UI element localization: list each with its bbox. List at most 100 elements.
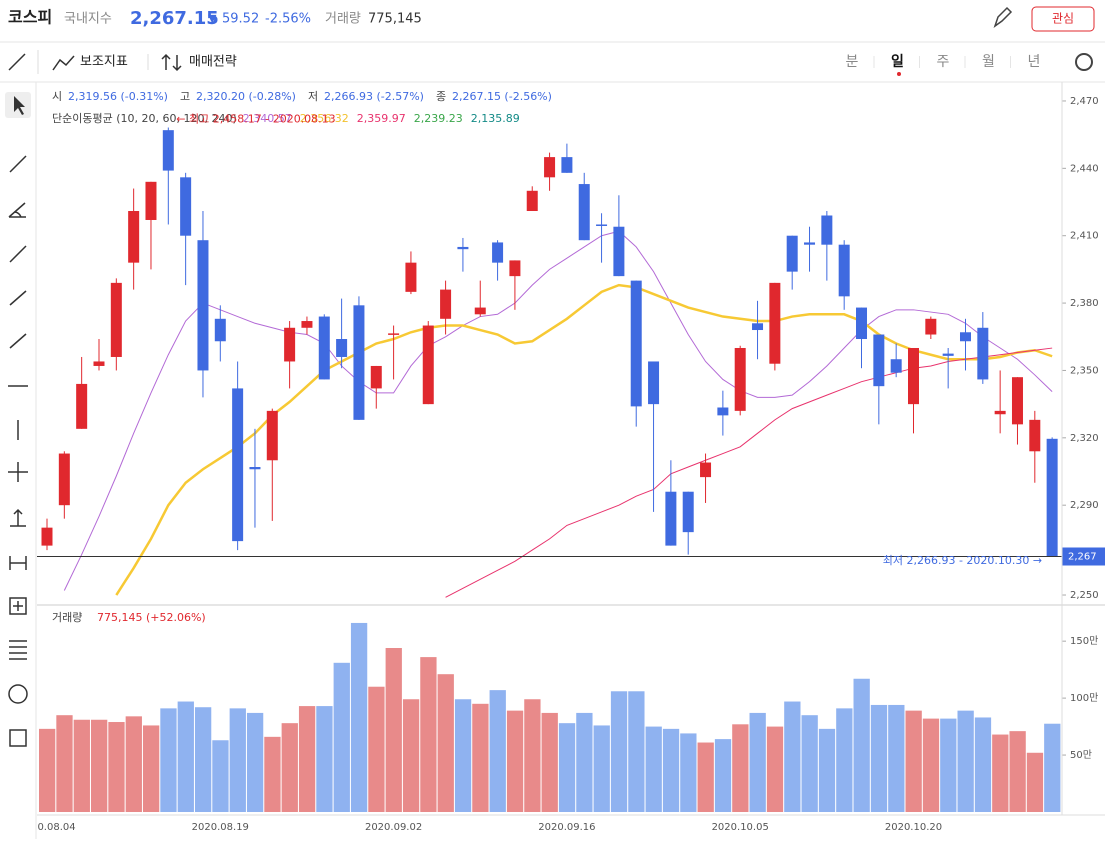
volume-bar [125,716,142,812]
period-tab[interactable]: 년 [1028,54,1041,70]
candle-body [422,325,434,405]
y-tick-label: 2,320 [1070,433,1099,444]
x-tick-label: 2020.08.19 [192,822,249,833]
period-tab[interactable]: 분 [846,54,859,70]
candle-body [93,361,105,366]
candle-body [544,157,556,178]
info-label: 고 [180,90,190,103]
period-tab[interactable]: 주 [937,54,950,70]
volume-bar [90,719,108,812]
candle-body [942,353,954,356]
last-price-box [1062,547,1105,566]
tool-icons[interactable] [8,155,28,747]
period-tab[interactable]: 일 [891,54,904,70]
candle-body [180,177,192,236]
candle-body [197,240,209,371]
candle-body [700,462,712,478]
x-tick-label: 2020.10.20 [885,822,942,833]
indicator[interactable]: 보조지표 [80,55,128,70]
candle-body [873,334,885,387]
volume-bar [264,736,281,812]
candle-body [353,305,365,420]
moving-average [115,283,1053,596]
candle-body [561,157,573,173]
price-pane [41,127,1058,598]
favorite-button[interactable] [1031,6,1095,32]
candle-body [440,289,452,319]
candle-body [613,226,625,277]
x-tick-label: 2020.10.05 [712,822,769,833]
info-label: 저 [308,90,318,103]
volume: 775,145 [368,12,422,27]
candle-body [1046,438,1058,557]
cursor-icon[interactable] [14,96,25,115]
edit-icon[interactable] [993,6,1013,28]
volume-bar [818,728,836,812]
volume-bar [368,686,385,812]
volume-bar [177,701,194,812]
candle-body [58,453,70,506]
indicator-icon[interactable] [52,55,75,71]
candle-body [786,235,798,272]
candle-body [509,260,521,277]
change-pct: -2.56% [265,12,311,27]
strategy-icon[interactable] [161,53,182,72]
candle-body [318,316,330,380]
candle-body [890,359,902,373]
volume-bar [212,740,229,812]
candle-body [596,224,608,226]
ma-value: 2,340.57 [243,112,292,125]
volume-bar [73,719,90,812]
volume-bar [437,674,454,812]
candle-body [301,321,313,328]
candle-body [128,211,140,263]
volume-bar [1009,731,1026,812]
candle-body [856,307,868,340]
candle-body [769,282,781,364]
y-tick-label: 2,290 [1070,500,1099,511]
volume-bar [870,704,888,812]
ma-value: 2,356.32 [300,112,349,125]
index-name: 코스피 [8,8,52,27]
last-price-label: 2,267 [1068,552,1097,563]
ma-value: 2,135.89 [471,112,520,125]
ma-value: 2,359.97 [357,112,406,125]
volume-bar [940,718,957,812]
volume-bar [680,733,697,812]
candle-body [388,333,400,335]
candle-body [804,242,816,245]
y-tick-label: 50만 [1070,749,1092,761]
candle-body [752,323,764,331]
candle-body [838,244,850,297]
settings-icon[interactable] [1075,53,1093,71]
moving-average [63,230,1053,591]
low-annotation: 최저 2,266.93 - 2020.10.30 → [883,554,1042,567]
candle-body [284,327,296,362]
x-tick-label: 2020.08.04 [18,822,75,833]
candle-body [232,388,244,542]
candle-body [630,280,642,407]
volume-bar [472,703,489,812]
volume-bar [801,715,818,812]
y-tick-label: 2,410 [1070,231,1099,242]
volume-bar [1026,752,1044,812]
price: 2,267.15 [130,8,219,29]
candle-body [665,491,677,546]
volume-bar [888,704,905,812]
candle-body [336,339,348,357]
candle-body [908,347,919,405]
volume-bar [402,699,420,812]
draw-icon[interactable] [8,53,26,71]
y-tick-label: 2,440 [1070,163,1099,174]
period-tab[interactable]: 월 [982,54,995,70]
volume-bar [836,708,853,812]
candle-body [682,491,694,533]
change: 59.52 [222,12,259,27]
volume-bar [922,718,940,812]
favorite-label[interactable]: 관심 [1052,12,1074,26]
candle-body [41,527,53,546]
strategy[interactable]: 매매전략 [189,55,237,70]
x-tick-label: 2020.09.02 [365,822,422,833]
